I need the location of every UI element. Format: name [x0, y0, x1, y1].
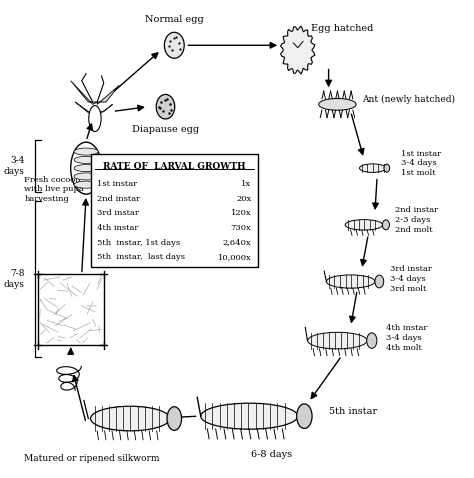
Ellipse shape [375, 275, 384, 288]
Text: 2nd instar: 2nd instar [97, 195, 140, 203]
Text: RATE OF  LARVAL GROWTH: RATE OF LARVAL GROWTH [103, 163, 246, 172]
Ellipse shape [89, 106, 101, 131]
Ellipse shape [327, 275, 375, 288]
Ellipse shape [74, 156, 98, 163]
Ellipse shape [71, 142, 101, 194]
Ellipse shape [74, 148, 98, 155]
Text: 4th instar
3-4 days
4th molt: 4th instar 3-4 days 4th molt [386, 325, 427, 352]
Text: 5th  instar, 1st days: 5th instar, 1st days [97, 239, 180, 247]
Text: 7-8
days: 7-8 days [3, 269, 24, 289]
Polygon shape [71, 81, 97, 104]
Ellipse shape [74, 173, 98, 180]
Polygon shape [75, 102, 95, 116]
Polygon shape [281, 26, 315, 74]
Ellipse shape [164, 33, 184, 58]
Polygon shape [95, 104, 112, 116]
Text: 5th instar: 5th instar [329, 407, 378, 416]
FancyBboxPatch shape [91, 154, 258, 267]
Ellipse shape [319, 98, 356, 110]
Ellipse shape [74, 181, 98, 188]
Text: Cocooning: Cocooning [44, 332, 97, 341]
Text: 730x: 730x [231, 224, 251, 232]
Ellipse shape [297, 404, 312, 428]
Text: 10,000x: 10,000x [218, 253, 251, 261]
Text: 1st instar: 1st instar [97, 180, 137, 188]
Text: 20x: 20x [236, 195, 251, 203]
Text: 3rd instar: 3rd instar [97, 209, 139, 217]
Text: 3-4
days: 3-4 days [3, 156, 24, 176]
Ellipse shape [201, 403, 298, 429]
Text: 120x: 120x [231, 209, 251, 217]
Text: 4th instar: 4th instar [97, 224, 138, 232]
Text: 3rd instar
3-4 days
3rd molt: 3rd instar 3-4 days 3rd molt [390, 265, 432, 293]
Text: 1x: 1x [241, 180, 251, 188]
Ellipse shape [345, 219, 383, 230]
Ellipse shape [308, 332, 367, 349]
Ellipse shape [359, 164, 386, 173]
Ellipse shape [167, 407, 182, 430]
Text: Diapause egg: Diapause egg [132, 125, 199, 134]
Text: Normal egg: Normal egg [145, 15, 204, 24]
Polygon shape [97, 86, 119, 104]
Text: 2,640x: 2,640x [223, 239, 251, 247]
Ellipse shape [384, 164, 390, 172]
Text: 6-8 days: 6-8 days [251, 450, 292, 459]
Ellipse shape [383, 220, 390, 230]
Text: Fresh cocoon
with live pupa
harvesting: Fresh cocoon with live pupa harvesting [24, 175, 84, 203]
Ellipse shape [367, 333, 377, 348]
Ellipse shape [156, 95, 175, 119]
FancyBboxPatch shape [37, 274, 104, 345]
Ellipse shape [91, 406, 170, 431]
Text: 5th  instar,  last days: 5th instar, last days [97, 253, 185, 261]
Ellipse shape [74, 164, 98, 172]
Text: Matured or ripened silkworm: Matured or ripened silkworm [24, 454, 160, 463]
Text: Ant (newly hatched): Ant (newly hatched) [362, 95, 455, 104]
Text: 2nd instar
2-3 days
2nd molt: 2nd instar 2-3 days 2nd molt [395, 206, 438, 234]
Text: 1st instar
3-4 days
1st molt: 1st instar 3-4 days 1st molt [401, 150, 441, 177]
Text: Egg hatched: Egg hatched [311, 24, 374, 33]
